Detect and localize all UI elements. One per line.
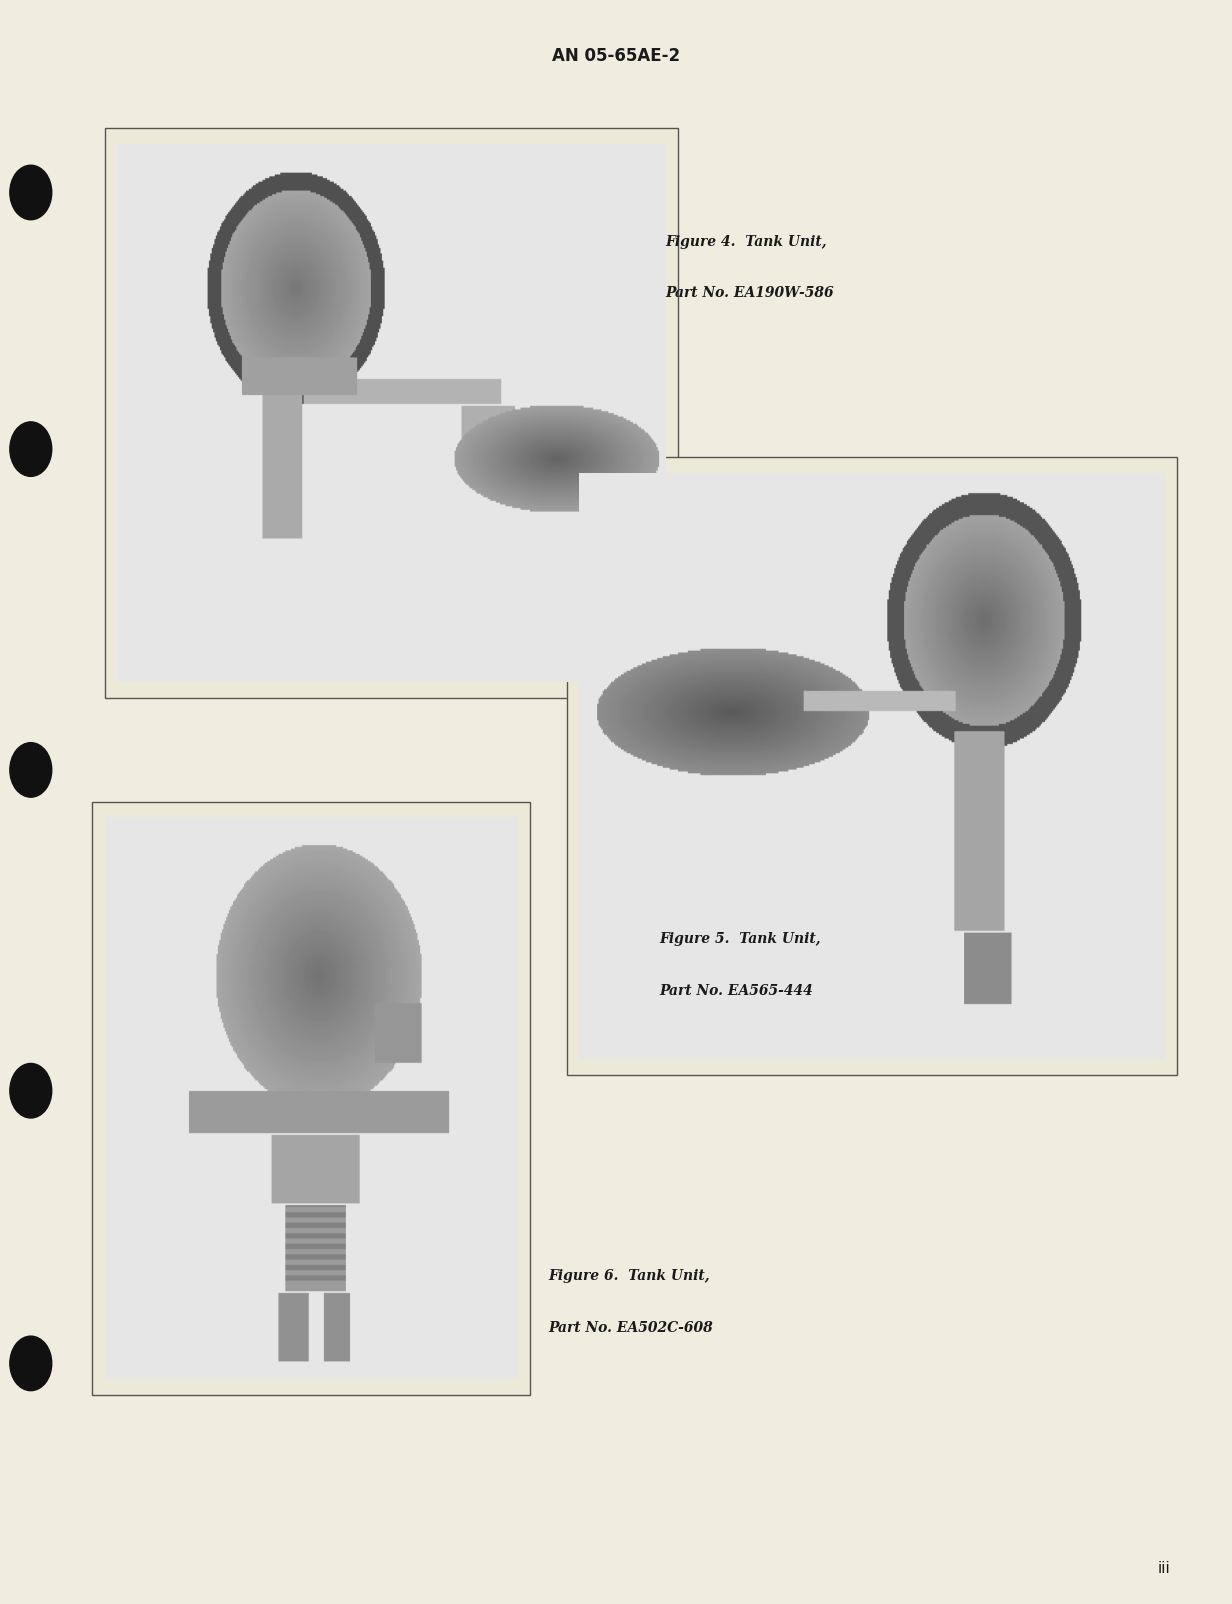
Circle shape (10, 743, 52, 797)
Text: iii: iii (1158, 1561, 1170, 1577)
Text: Figure 5.  Tank Unit,: Figure 5. Tank Unit, (659, 932, 821, 946)
Text: Part No. EA190W-586: Part No. EA190W-586 (665, 286, 834, 300)
Circle shape (10, 165, 52, 220)
Bar (567, 457, 1177, 1075)
Circle shape (10, 1063, 52, 1118)
Text: Part No. EA502C-608: Part No. EA502C-608 (548, 1320, 713, 1335)
Bar (105, 128, 678, 698)
Bar (92, 802, 530, 1395)
Text: Part No. EA565-444: Part No. EA565-444 (659, 983, 813, 998)
Text: Figure 6.  Tank Unit,: Figure 6. Tank Unit, (548, 1269, 710, 1283)
Text: AN 05-65AE-2: AN 05-65AE-2 (552, 47, 680, 66)
Circle shape (10, 1336, 52, 1391)
Text: Figure 4.  Tank Unit,: Figure 4. Tank Unit, (665, 234, 827, 249)
Circle shape (10, 422, 52, 476)
